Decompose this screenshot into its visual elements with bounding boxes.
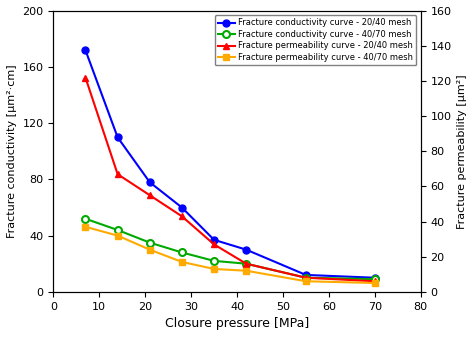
- Fracture permeability curve - 40/70 mesh: [211, 267, 217, 271]
- Fracture conductivity curve - 20/40 mesh: [82, 48, 88, 52]
- Fracture permeability curve - 40/70 mesh: [82, 225, 88, 229]
- Fracture conductivity curve - 20/40 mesh: [243, 248, 249, 252]
- Fracture permeability curve - 20/40 mesh: [303, 276, 309, 280]
- Fracture conductivity curve - 20/40 mesh: [147, 180, 153, 184]
- Fracture permeability curve - 20/40 mesh: [115, 172, 120, 176]
- Y-axis label: Fracture conductivity [μm²·cm]: Fracture conductivity [μm²·cm]: [7, 65, 17, 238]
- Line: Fracture permeability curve - 40/70 mesh: Fracture permeability curve - 40/70 mesh: [82, 223, 378, 286]
- Fracture permeability curve - 40/70 mesh: [243, 269, 249, 273]
- Fracture conductivity curve - 40/70 mesh: [179, 250, 185, 254]
- Fracture permeability curve - 20/40 mesh: [82, 75, 88, 80]
- Fracture conductivity curve - 40/70 mesh: [147, 241, 153, 245]
- Fracture permeability curve - 20/40 mesh: [211, 242, 217, 246]
- Line: Fracture conductivity curve - 20/40 mesh: Fracture conductivity curve - 20/40 mesh: [82, 47, 378, 281]
- Line: Fracture conductivity curve - 40/70 mesh: Fracture conductivity curve - 40/70 mesh: [82, 215, 378, 283]
- Fracture conductivity curve - 40/70 mesh: [211, 259, 217, 263]
- Fracture conductivity curve - 20/40 mesh: [115, 135, 120, 139]
- Fracture permeability curve - 40/70 mesh: [303, 279, 309, 283]
- Fracture conductivity curve - 20/40 mesh: [372, 276, 378, 280]
- Fracture conductivity curve - 20/40 mesh: [179, 206, 185, 210]
- Fracture conductivity curve - 20/40 mesh: [303, 273, 309, 277]
- Fracture conductivity curve - 40/70 mesh: [115, 228, 120, 232]
- Legend: Fracture conductivity curve - 20/40 mesh, Fracture conductivity curve - 40/70 me: Fracture conductivity curve - 20/40 mesh…: [215, 15, 417, 65]
- Fracture permeability curve - 20/40 mesh: [179, 214, 185, 218]
- Fracture conductivity curve - 40/70 mesh: [372, 277, 378, 281]
- Fracture permeability curve - 40/70 mesh: [147, 248, 153, 252]
- Y-axis label: Fracture permeability [μm²]: Fracture permeability [μm²]: [457, 74, 467, 229]
- Fracture permeability curve - 40/70 mesh: [372, 281, 378, 285]
- Fracture conductivity curve - 40/70 mesh: [82, 217, 88, 221]
- X-axis label: Closure pressure [MPa]: Closure pressure [MPa]: [165, 317, 309, 330]
- Line: Fracture permeability curve - 20/40 mesh: Fracture permeability curve - 20/40 mesh: [82, 74, 378, 285]
- Fracture permeability curve - 20/40 mesh: [243, 262, 249, 266]
- Fracture conductivity curve - 40/70 mesh: [243, 262, 249, 266]
- Fracture permeability curve - 40/70 mesh: [179, 260, 185, 264]
- Fracture permeability curve - 40/70 mesh: [115, 234, 120, 238]
- Fracture permeability curve - 20/40 mesh: [147, 193, 153, 197]
- Fracture conductivity curve - 40/70 mesh: [303, 276, 309, 280]
- Fracture conductivity curve - 20/40 mesh: [211, 238, 217, 242]
- Fracture permeability curve - 20/40 mesh: [372, 279, 378, 283]
